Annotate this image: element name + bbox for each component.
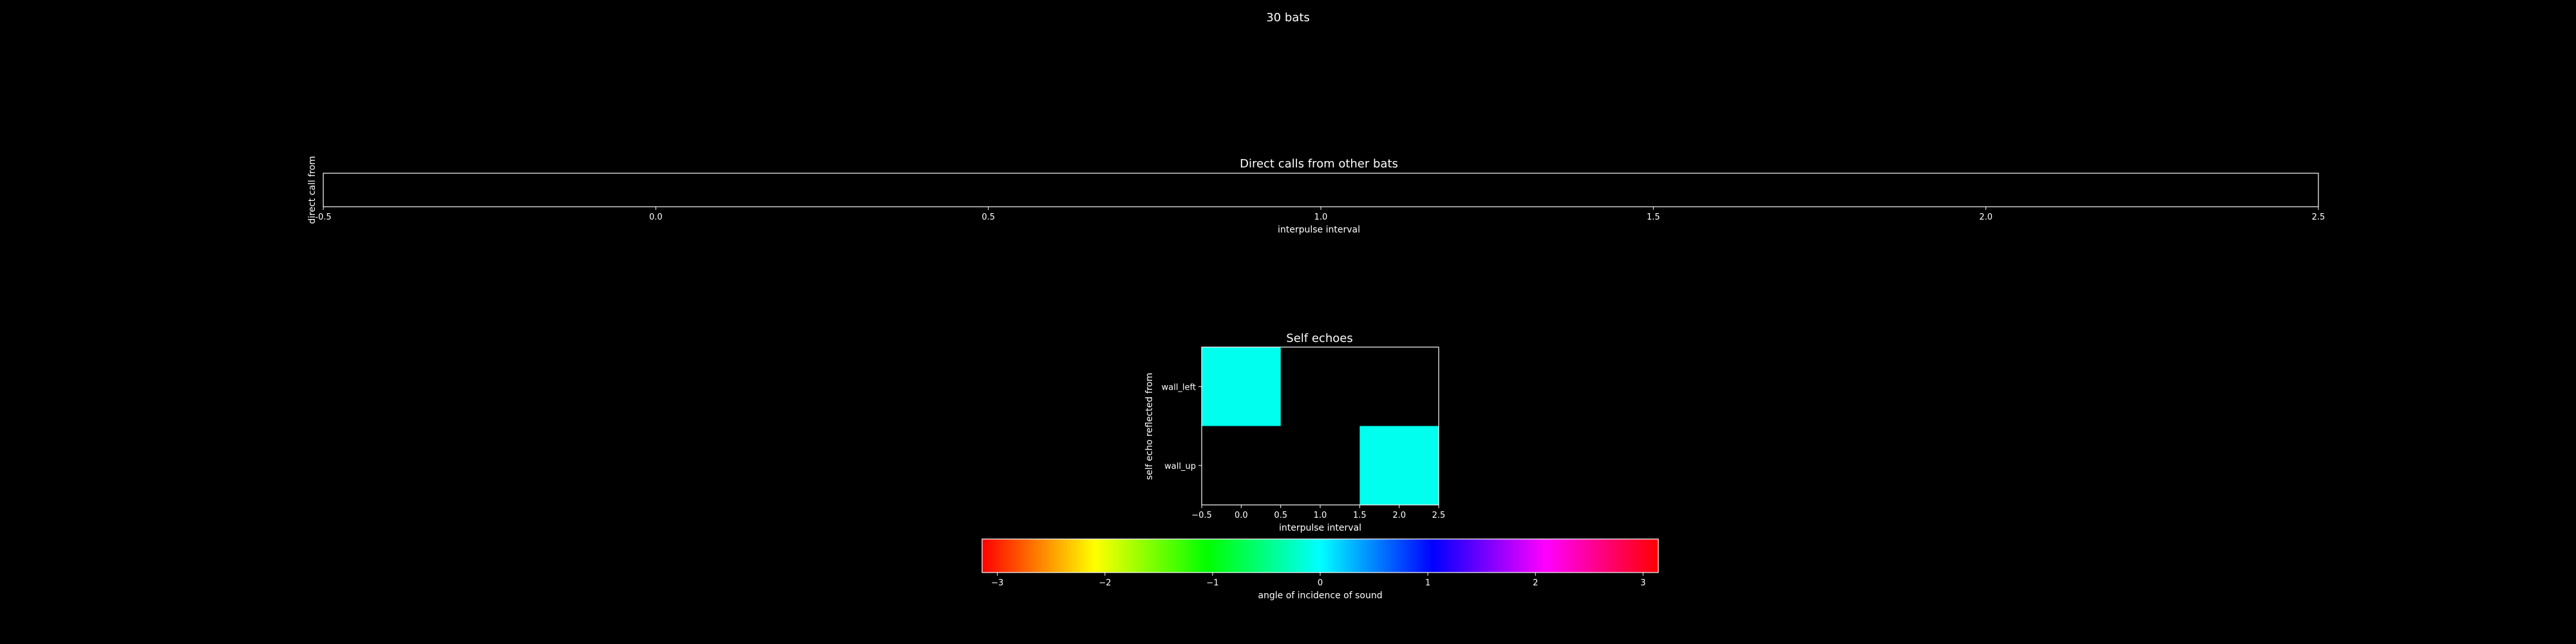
- self-echoes-x-tick-label: 2.5: [1432, 511, 1446, 520]
- colorbar-label: angle of incidence of sound: [1258, 591, 1382, 601]
- colorbar-tick-label: 3: [1640, 578, 1645, 588]
- direct-calls-x-tick-label: 0.0: [649, 213, 663, 222]
- direct-calls-x-ticks: -0.5 0.0 0.5 1.0 1.5 2.0 2.5: [315, 207, 2325, 222]
- direct-calls-x-tick-label: 2.5: [2312, 213, 2325, 222]
- direct-calls-panel: Direct calls from other bats -0.5 0.0 0.5 1…: [307, 156, 2325, 235]
- self-echoes-y-tick-label: wall_up: [1164, 462, 1196, 471]
- self-echoes-ylabel: self echo reflected from: [1144, 373, 1155, 480]
- self-echoes-x-tick-label: 1.0: [1314, 511, 1327, 520]
- direct-calls-x-tick-label: 1.5: [1647, 213, 1660, 222]
- self-echoes-x-tick-label: 1.5: [1353, 511, 1367, 520]
- self-echoes-title: Self echoes: [1286, 332, 1352, 345]
- self-echoes-x-tick-label: 0.5: [1274, 511, 1287, 520]
- colorbar-tick-label: 1: [1425, 578, 1430, 588]
- direct-calls-x-tick-label: 0.5: [981, 213, 995, 222]
- colorbar-tick-label: −2: [1099, 578, 1111, 588]
- colorbar-tick-label: 0: [1318, 578, 1323, 588]
- colorbar-tick-label: 2: [1533, 578, 1538, 588]
- self-echoes-x-tick-label: 0.0: [1235, 511, 1248, 520]
- direct-calls-title: Direct calls from other bats: [1240, 157, 1398, 171]
- self-echoes-x-ticks: −0.5 0.0 0.5 1.0 1.5 2.0 2.5: [1191, 505, 1445, 520]
- colorbar: −3 −2 −1 0 1 2 3 angle of incidence of sound: [981, 538, 1659, 601]
- self-echo-cell: [1202, 347, 1281, 426]
- colorbar-tick-label: −3: [991, 578, 1003, 588]
- self-echoes-panel: Self echoes −0.5 0.0 0.5 1.0 1.5 2.0 2.5 wall_…: [1144, 332, 1445, 533]
- colorbar-tick-label: −1: [1206, 578, 1218, 588]
- self-echoes-x-tick-label: 2.0: [1392, 511, 1406, 520]
- direct-calls-x-tick-label: 2.0: [1979, 213, 1993, 222]
- colorbar-gradient: [981, 538, 1659, 573]
- self-echoes-y-ticks: wall_left wall_up: [1162, 383, 1202, 471]
- self-echo-cell: [1359, 426, 1439, 505]
- direct-calls-axes-frame: [323, 173, 2319, 207]
- self-echoes-x-tick-label: −0.5: [1191, 511, 1212, 520]
- direct-calls-x-tick-label: 1.0: [1314, 213, 1328, 222]
- direct-calls-ylabel: direct call from: [307, 156, 317, 224]
- self-echoes-y-tick-label: wall_left: [1162, 383, 1196, 392]
- figure-title: 30 bats: [1266, 11, 1310, 24]
- direct-calls-x-tick-label: -0.5: [315, 213, 331, 222]
- self-echoes-xlabel: interpulse interval: [1279, 523, 1361, 533]
- colorbar-ticks: −3 −2 −1 0 1 2 3: [991, 573, 1645, 588]
- direct-calls-xlabel: interpulse interval: [1278, 225, 1360, 235]
- self-echoes-cells: [1202, 347, 1439, 505]
